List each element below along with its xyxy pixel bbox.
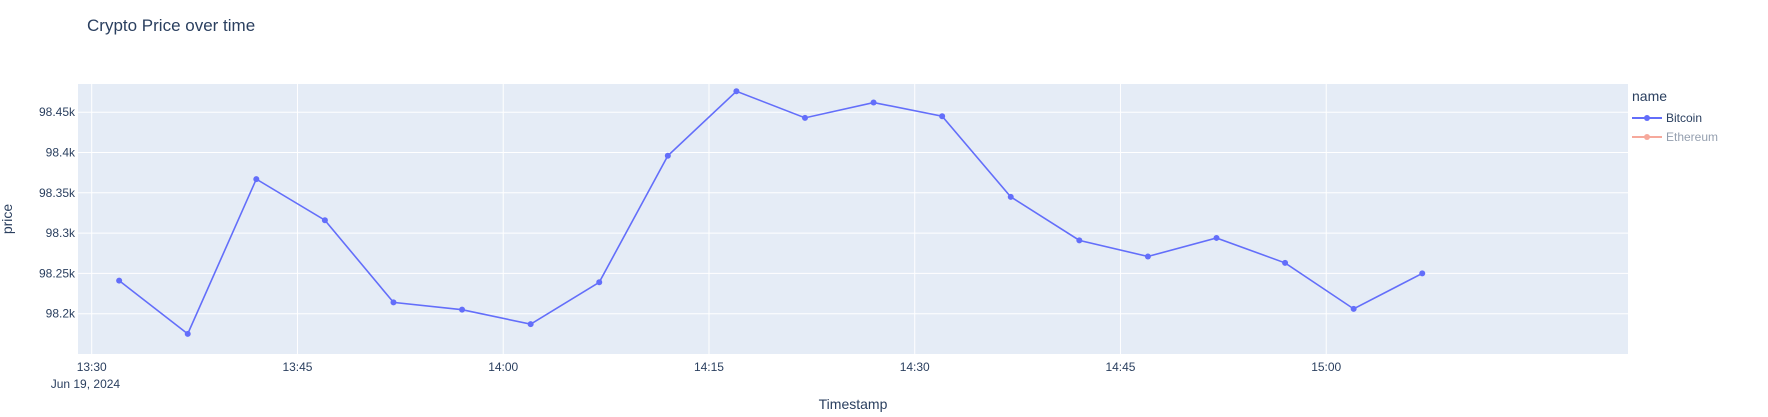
- data-point: [664, 152, 671, 159]
- legend-label: Ethereum: [1666, 129, 1719, 144]
- legend-title: name: [1632, 88, 1668, 104]
- legend-item-ethereum[interactable]: Ethereum: [1632, 127, 1718, 146]
- plot-area[interactable]: [78, 84, 1628, 354]
- y-tick-label: 98.35k: [39, 186, 76, 200]
- legend-swatch-icon: [1632, 133, 1662, 140]
- x-tick-label: 15:00: [1311, 360, 1341, 374]
- y-axis-title: price: [0, 204, 15, 235]
- x-tick-label: 13:45: [282, 360, 312, 374]
- data-point: [733, 88, 740, 95]
- data-point: [390, 299, 397, 306]
- x-axis-ticks: 13:30 13:45 14:00 14:15 14:30 14:45 15:00: [77, 360, 1342, 374]
- data-point: [321, 217, 328, 224]
- data-point: [870, 99, 877, 106]
- data-point: [459, 306, 466, 313]
- y-tick-label: 98.4k: [46, 146, 76, 160]
- legend-swatch-icon: [1632, 114, 1662, 121]
- series-line-bitcoin: [118, 90, 1423, 336]
- data-point: [801, 114, 808, 121]
- y-axis-ticks: 98.2k 98.25k 98.3k 98.35k 98.4k 98.45k: [39, 105, 76, 320]
- legend-item-bitcoin[interactable]: Bitcoin: [1632, 108, 1718, 127]
- y-tick-label: 98.25k: [39, 266, 76, 280]
- series-layer: [116, 88, 1426, 337]
- data-point: [1007, 193, 1014, 200]
- data-point: [1076, 237, 1083, 244]
- legend-items: Bitcoin Ethereum: [1632, 108, 1718, 146]
- x-tick-label: 14:15: [694, 360, 724, 374]
- data-point: [596, 279, 603, 286]
- data-point: [1144, 253, 1151, 260]
- data-point: [184, 330, 191, 337]
- data-point: [253, 176, 260, 183]
- data-point: [939, 113, 946, 120]
- data-point: [1213, 234, 1220, 241]
- x-tick-label: 14:00: [488, 360, 518, 374]
- data-point: [1419, 270, 1426, 277]
- y-tick-label: 98.3k: [46, 226, 76, 240]
- y-tick-label: 98.2k: [46, 307, 76, 321]
- legend: name Bitcoin Ethereum: [1632, 88, 1718, 146]
- chart-title: Crypto Price over time: [87, 16, 256, 35]
- x-tick-label: 14:45: [1105, 360, 1135, 374]
- legend-label: Bitcoin: [1666, 110, 1703, 125]
- data-point: [116, 277, 123, 284]
- gridlines: [78, 84, 1628, 354]
- data-point: [527, 321, 534, 328]
- x-tick-label: 13:30: [77, 360, 107, 374]
- y-tick-label: 98.45k: [39, 105, 76, 119]
- x-axis-title: Timestamp: [819, 396, 888, 412]
- x-tick-label: 14:30: [900, 360, 930, 374]
- data-point: [1282, 259, 1289, 266]
- x-axis-date-label: Jun 19, 2024: [51, 377, 121, 391]
- data-point: [1350, 305, 1357, 312]
